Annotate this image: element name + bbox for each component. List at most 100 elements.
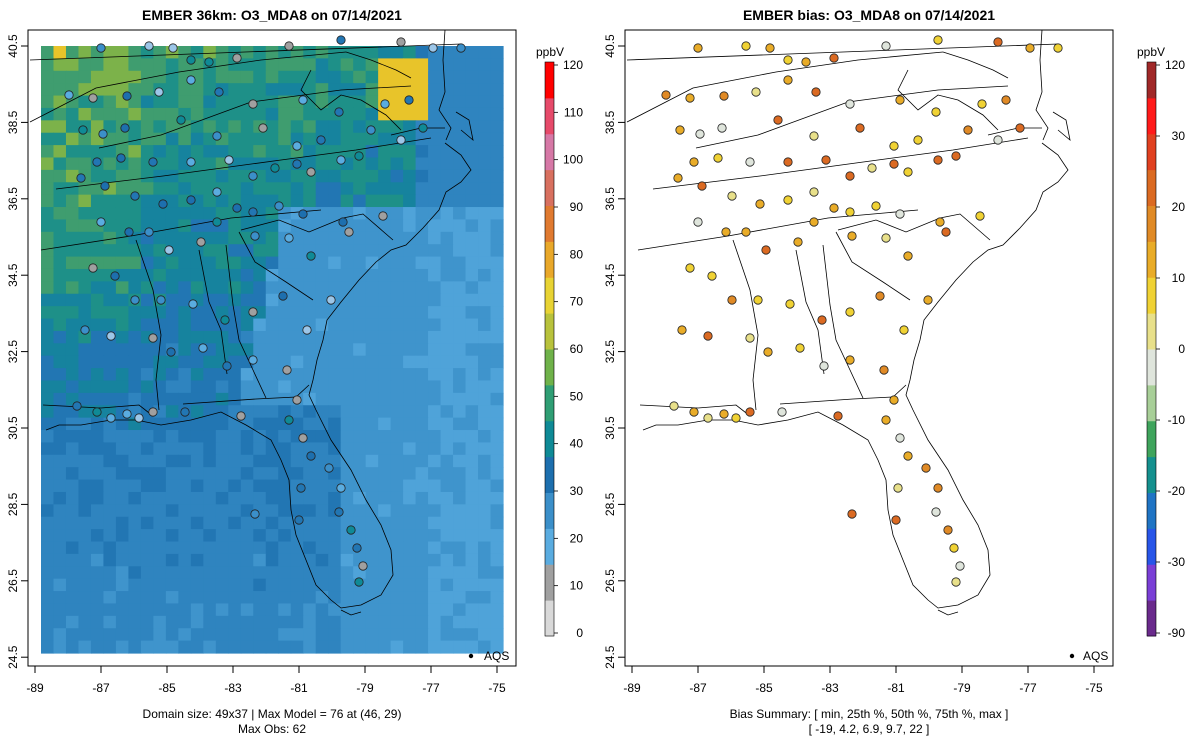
station-marker [120, 123, 130, 133]
station-marker [306, 451, 316, 461]
station-marker [763, 347, 773, 357]
station-marker [689, 157, 699, 167]
station-marker [282, 365, 292, 375]
station-marker [220, 315, 230, 325]
longitude-tick-label: -81 [290, 681, 308, 695]
station-marker [795, 343, 805, 353]
station-marker [783, 195, 793, 205]
station-marker [292, 395, 302, 405]
station-marker [707, 271, 717, 281]
latitude-tick-label: 26.5 [603, 569, 617, 593]
station-marker [130, 191, 140, 201]
station-marker [951, 151, 961, 161]
station-marker [783, 75, 793, 85]
station-marker [881, 41, 891, 51]
station-marker [134, 413, 144, 423]
longitude-tick-label: -77 [422, 681, 440, 695]
station-marker [977, 99, 987, 109]
station-marker [186, 157, 196, 167]
station-marker [895, 209, 905, 219]
station-legend: AQS [468, 649, 509, 663]
colorbar-tick-label: 20 [1172, 200, 1186, 214]
station-marker [284, 41, 294, 51]
station-marker [232, 53, 242, 63]
station-marker [214, 87, 224, 97]
latitude-tick-label: 34.5 [603, 263, 617, 287]
station-marker [745, 157, 755, 167]
station-marker [933, 483, 943, 493]
station-marker [703, 413, 713, 423]
station-marker [186, 75, 196, 85]
longitude-tick-label: -79 [356, 681, 374, 695]
bias-colorbar: ppbV 120 30 20 10 0 -10 -20 -30 -90 [1137, 45, 1185, 640]
station-marker [302, 325, 312, 335]
station-marker [811, 87, 821, 97]
station-marker [96, 217, 106, 227]
station-marker [250, 231, 260, 241]
station-marker [751, 87, 761, 97]
station-marker [829, 53, 839, 63]
station-marker [298, 433, 308, 443]
station-marker [889, 159, 899, 169]
longitude-tick-label: -83 [821, 681, 839, 695]
station-marker [236, 411, 246, 421]
station-marker [899, 325, 909, 335]
station-marker [661, 90, 671, 100]
station-marker [248, 171, 258, 181]
station-marker [222, 361, 232, 371]
station-marker [955, 561, 965, 571]
station-marker [88, 93, 98, 103]
model-map-title: EMBER 36km: O3_MDA8 on 07/14/2021 [142, 7, 402, 23]
longitude-axis: -89 -87 -85 -83 -81 -79 -77 -75 [623, 666, 1103, 695]
station-marker [677, 325, 687, 335]
station-marker [106, 331, 116, 341]
bias-summary-caption: Bias Summary: [ min, 25th %, 50th %, 75t… [730, 707, 1009, 721]
station-marker [689, 407, 699, 417]
station-marker [903, 451, 913, 461]
station-marker [292, 141, 302, 151]
station-marker [963, 125, 973, 135]
domain-summary-caption: Domain size: 49x37 | Max Model = 76 at (… [143, 707, 402, 721]
state-boundaries [626, 30, 1071, 616]
station-marker [821, 155, 831, 165]
colorbar-tick-label: 20 [570, 531, 584, 545]
station-marker [428, 43, 438, 53]
bias-map-frame [624, 29, 1114, 667]
model-ozone-grid [41, 46, 504, 654]
station-marker [703, 331, 713, 341]
colorbar-tick-label: 70 [570, 295, 584, 309]
station-marker [148, 333, 158, 343]
latitude-tick-label: 28.5 [603, 492, 617, 516]
latitude-axis: 40.5 38.5 36.5 34.5 32.5 30.5 28.5 26.5 24.5 [6, 34, 28, 669]
latitude-tick-label: 24.5 [603, 645, 617, 669]
station-marker [72, 401, 82, 411]
station-marker [76, 173, 86, 183]
colorbar-tick-label: -20 [1168, 484, 1186, 498]
station-marker [875, 291, 885, 301]
latitude-tick-label: 30.5 [603, 416, 617, 440]
station-marker [745, 333, 755, 343]
model-map-panel: EMBER 36km: O3_MDA8 on 07/14/2021 -89 -87… [6, 7, 583, 736]
latitude-tick-label: 30.5 [6, 416, 20, 440]
colorbar-tick-label: 0 [1178, 342, 1185, 356]
station-marker [889, 395, 899, 405]
station-marker [334, 107, 344, 117]
station-marker [1025, 43, 1035, 53]
station-marker [292, 159, 302, 169]
longitude-tick-label: -75 [1085, 681, 1103, 695]
station-marker [148, 157, 158, 167]
station-marker [727, 295, 737, 305]
station-marker [943, 525, 953, 535]
station-marker [144, 227, 154, 237]
station-marker [923, 295, 933, 305]
station-marker [148, 407, 158, 417]
station-marker [695, 129, 705, 139]
latitude-tick-label: 40.5 [603, 34, 617, 58]
station-legend-dot [468, 653, 474, 659]
station-marker [721, 227, 731, 237]
station-marker [248, 207, 258, 217]
station-marker [903, 167, 913, 177]
longitude-tick-label: -87 [689, 681, 707, 695]
station-marker [809, 131, 819, 141]
max-obs-caption: Max Obs: 62 [238, 722, 306, 736]
